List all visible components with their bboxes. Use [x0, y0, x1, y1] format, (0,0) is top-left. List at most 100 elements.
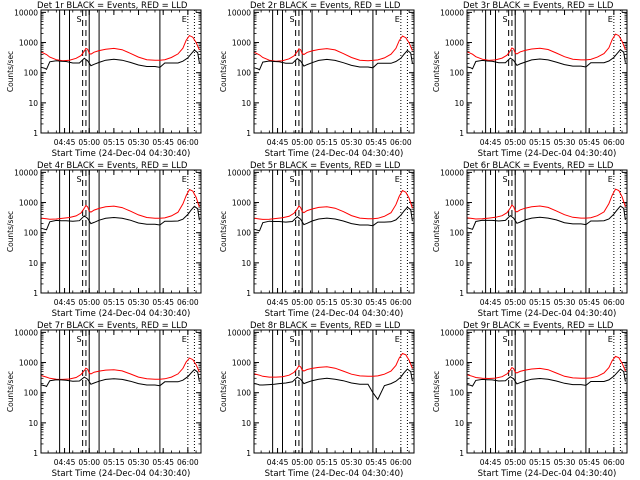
x-tick-label: 05:00: [504, 458, 526, 467]
y-tick-label: 1: [246, 129, 251, 138]
y-tick-label: 10000: [440, 8, 464, 17]
x-tick-label: 06:00: [390, 458, 412, 467]
annotation-start: S: [77, 15, 82, 24]
panel-title: Det 6r BLACK = Events, RED = LLD: [463, 161, 614, 171]
series-line-lld: [41, 34, 200, 62]
annotation-start: S: [290, 15, 295, 24]
y-tick-label: 10: [241, 99, 251, 108]
annotation-end: E: [182, 335, 187, 344]
series-line-events: [254, 206, 413, 232]
x-tick-label: 05:00: [291, 138, 313, 147]
x-tick-label: 06:00: [177, 298, 199, 307]
plot-frame: [466, 9, 628, 134]
x-tick-label: 06:00: [603, 298, 625, 307]
series-line-lld: [467, 355, 626, 380]
y-axis-label: Counts/sec: [432, 51, 441, 92]
x-tick-label: 05:15: [103, 458, 125, 467]
y-tick-label: 1000: [232, 199, 251, 208]
annotation-end: E: [182, 175, 187, 184]
series-line-lld: [254, 35, 413, 62]
x-tick-label: 05:15: [529, 298, 551, 307]
y-tick-label: 10000: [440, 328, 464, 337]
plot-frame: [40, 169, 202, 294]
y-tick-label: 1: [246, 289, 251, 298]
panel-title: Det 9r BLACK = Events, RED = LLD: [463, 321, 614, 331]
y-tick-label: 10: [28, 419, 38, 428]
y-tick-label: 1: [459, 289, 464, 298]
series-line-lld: [467, 33, 626, 61]
y-tick-label: 10000: [14, 328, 38, 337]
plot-frame: [253, 169, 415, 294]
y-tick-label: 1: [33, 129, 38, 138]
y-tick-label: 100: [237, 389, 252, 398]
x-tick-label: 04:45: [54, 458, 76, 467]
detector-panel-1: Det 1r BLACK = Events, RED = LLD 1 10 100 10…: [6, 1, 202, 159]
y-tick-label: 100: [450, 389, 465, 398]
y-tick-label: 1000: [445, 359, 464, 368]
x-tick-label: 06:00: [177, 458, 199, 467]
y-tick-label: 10000: [227, 168, 251, 177]
plot-frame: [40, 329, 202, 454]
y-axis-label: Counts/sec: [219, 371, 228, 412]
x-tick-label: 05:45: [365, 298, 387, 307]
x-tick-label: 05:15: [316, 458, 338, 467]
y-axis-label: Counts/sec: [219, 211, 228, 252]
y-tick-label: 10: [454, 99, 464, 108]
y-tick-label: 10: [28, 259, 38, 268]
annotation-end: E: [608, 335, 613, 344]
annotation-end: E: [608, 175, 613, 184]
panel-title: Det 2r BLACK = Events, RED = LLD: [250, 1, 401, 11]
x-tick-label: 05:30: [341, 138, 363, 147]
y-tick-label: 100: [24, 229, 39, 238]
x-tick-label: 05:45: [365, 138, 387, 147]
x-tick-label: 05:00: [78, 298, 100, 307]
x-tick-label: 05:00: [504, 298, 526, 307]
y-tick-label: 100: [237, 229, 252, 238]
x-axis-label: Start Time (24-Dec-04 04:30:40): [52, 309, 191, 319]
x-axis-label: Start Time (24-Dec-04 04:30:40): [265, 149, 404, 159]
plot-frame: [40, 9, 202, 134]
y-axis-label: Counts/sec: [432, 371, 441, 412]
x-tick-label: 05:15: [529, 458, 551, 467]
x-tick-label: 04:45: [267, 138, 289, 147]
x-tick-label: 05:15: [103, 138, 125, 147]
annotation-end: E: [608, 15, 613, 24]
panel-title: Det 3r BLACK = Events, RED = LLD: [463, 1, 614, 11]
x-tick-label: 05:45: [578, 458, 600, 467]
x-tick-label: 05:30: [554, 458, 576, 467]
x-tick-label: 06:00: [390, 298, 412, 307]
annotation-end: E: [182, 15, 187, 24]
y-tick-label: 10000: [14, 168, 38, 177]
detector-panel-4: Det 4r BLACK = Events, RED = LLD 1 10 100 10…: [6, 161, 202, 319]
series-line-events: [254, 49, 413, 71]
y-tick-label: 10000: [14, 8, 38, 17]
annotation-start: S: [503, 15, 508, 24]
x-tick-label: 06:00: [177, 138, 199, 147]
x-tick-label: 05:45: [152, 298, 174, 307]
y-tick-label: 1: [33, 289, 38, 298]
annotation-end: E: [395, 335, 400, 344]
x-tick-label: 06:00: [603, 138, 625, 147]
x-tick-label: 05:30: [128, 138, 150, 147]
y-axis-label: Counts/sec: [219, 51, 228, 92]
x-axis-label: Start Time (24-Dec-04 04:30:40): [265, 469, 404, 479]
detector-panel-2: Det 2r BLACK = Events, RED = LLD 1 10 100 10…: [219, 1, 415, 159]
series-line-events: [41, 205, 200, 231]
x-tick-label: 04:45: [267, 298, 289, 307]
y-tick-label: 1000: [19, 359, 38, 368]
annotation-start: S: [290, 335, 295, 344]
x-tick-label: 05:00: [291, 298, 313, 307]
x-axis-label: Start Time (24-Dec-04 04:30:40): [478, 149, 617, 159]
y-tick-label: 1000: [232, 39, 251, 48]
x-axis-label: Start Time (24-Dec-04 04:30:40): [52, 469, 191, 479]
series-line-events: [467, 49, 626, 70]
x-tick-label: 06:00: [390, 138, 412, 147]
x-tick-label: 05:30: [554, 138, 576, 147]
detector-panel-5: Det 5r BLACK = Events, RED = LLD 1 10 100 10…: [219, 161, 415, 319]
y-tick-label: 10: [454, 419, 464, 428]
series-line-lld: [467, 188, 626, 220]
y-tick-label: 100: [237, 69, 252, 78]
x-tick-label: 05:00: [78, 138, 100, 147]
x-tick-label: 04:45: [54, 138, 76, 147]
x-axis-label: Start Time (24-Dec-04 04:30:40): [265, 309, 404, 319]
